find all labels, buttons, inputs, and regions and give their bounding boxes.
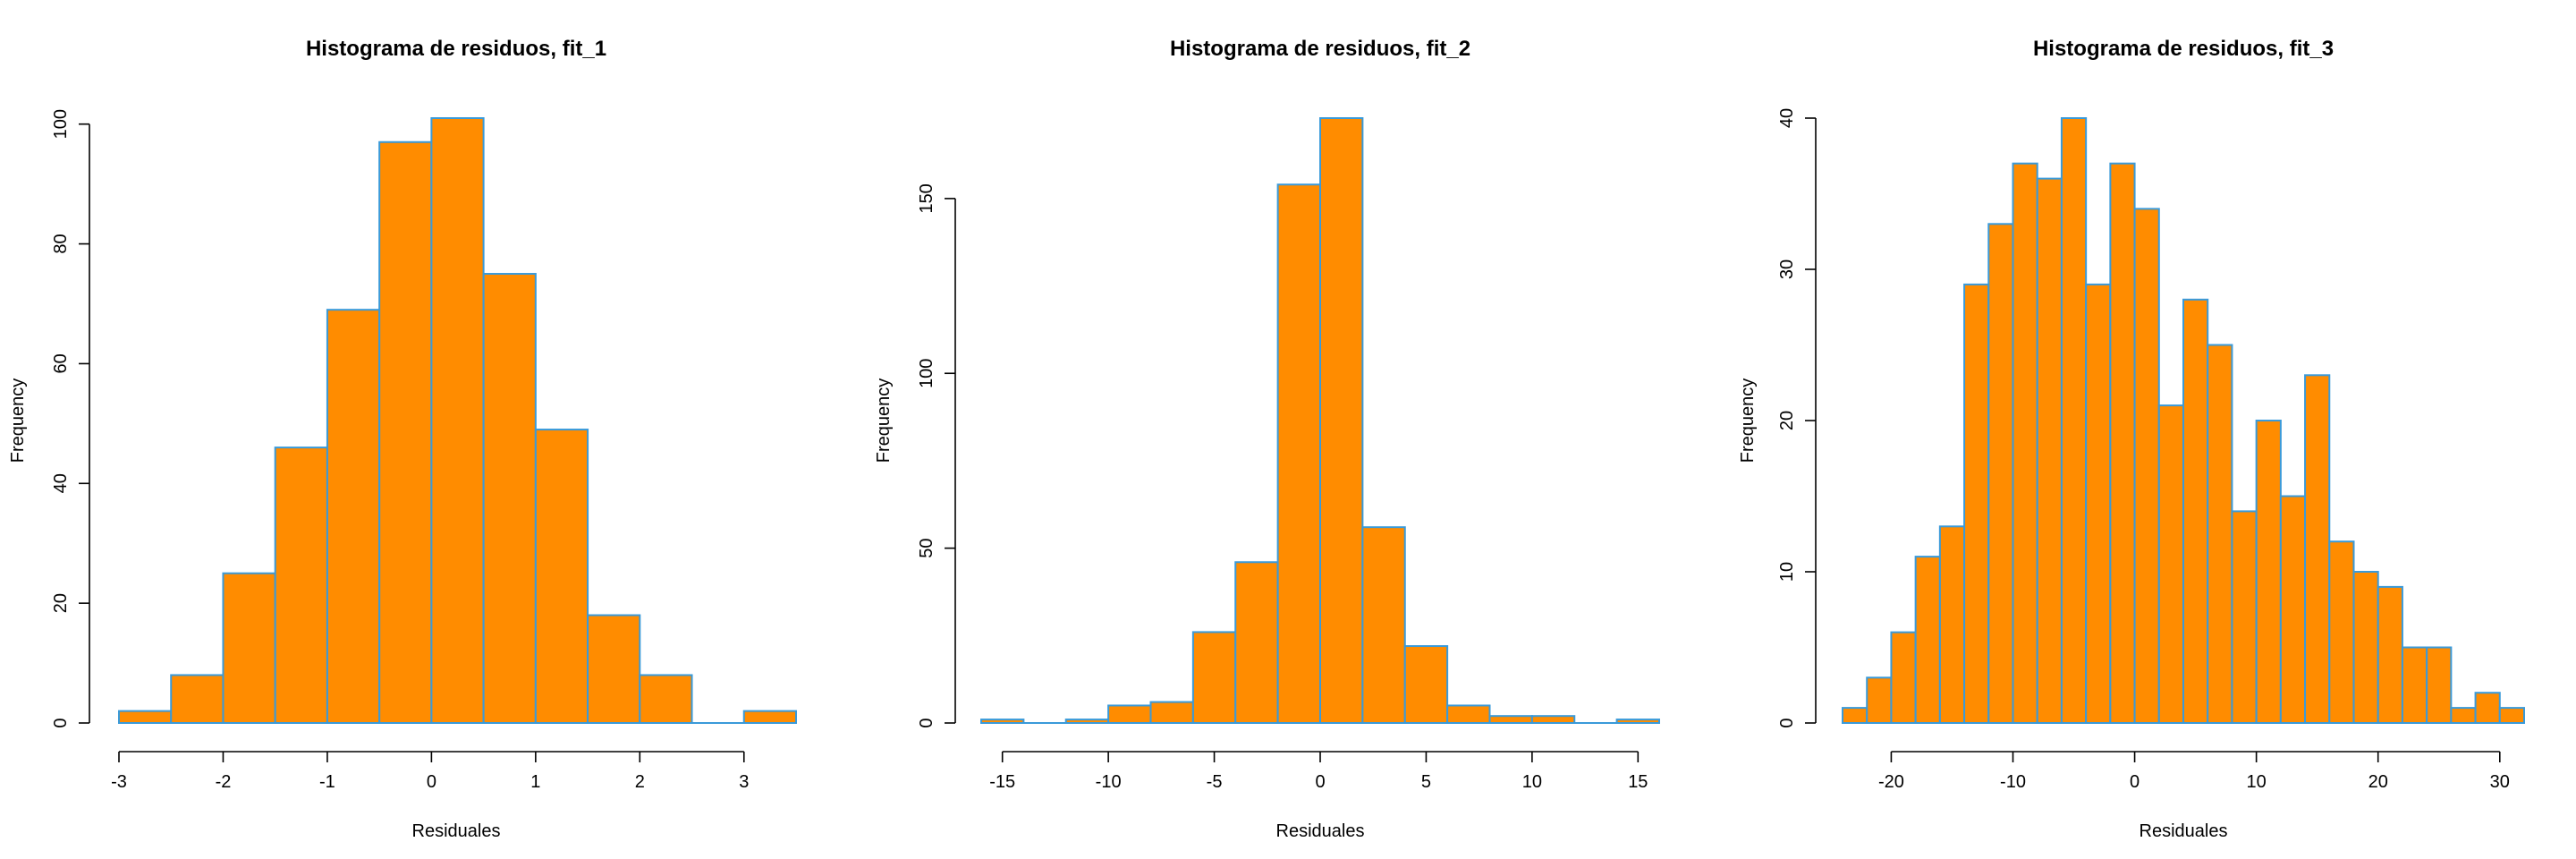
histogram-bar: [1362, 527, 1404, 723]
y-tick-label: 10: [1777, 562, 1797, 582]
histogram-bar: [1891, 633, 1915, 723]
x-axis-label: Residuales: [412, 821, 501, 841]
y-tick-label: 20: [51, 593, 71, 613]
histogram-bar: [744, 711, 796, 723]
histogram-bar: [327, 310, 379, 723]
histogram-bar: [275, 447, 327, 723]
histogram-bar: [1867, 677, 1891, 723]
x-tick-label: 15: [1628, 772, 1648, 792]
histogram-bar: [981, 719, 1023, 723]
x-tick-label: 0: [1315, 772, 1325, 792]
histogram-bar: [2402, 648, 2427, 724]
x-tick-label: -20: [1878, 772, 1904, 792]
x-tick-label: 10: [1522, 772, 1542, 792]
histogram-bar: [1490, 716, 1532, 723]
x-tick-label: 0: [2130, 772, 2140, 792]
x-tick-label: 3: [739, 772, 749, 792]
histogram-bar: [2183, 300, 2207, 723]
histogram-bar: [2476, 693, 2500, 723]
x-tick-label: -10: [1096, 772, 1122, 792]
histogram-bar: [2281, 497, 2305, 724]
x-tick-label: -5: [1207, 772, 1223, 792]
histogram-bar: [379, 142, 431, 723]
x-tick-label: -15: [989, 772, 1015, 792]
x-tick-label: 5: [1421, 772, 1431, 792]
histogram-bar: [1617, 719, 1659, 723]
histogram-bar: [2329, 541, 2353, 723]
y-tick-label: 30: [1777, 259, 1797, 279]
chart-title: Histograma de residuos, fit_3: [2033, 37, 2334, 61]
chart-title: Histograma de residuos, fit_1: [306, 37, 606, 61]
histogram-bar: [2135, 208, 2159, 723]
histogram-bar: [1916, 557, 1940, 723]
histogram-bar: [2207, 345, 2232, 724]
histogram-bar: [484, 274, 536, 723]
histogram-bar: [431, 118, 483, 723]
histogram-bar: [2062, 118, 2086, 723]
y-tick-label: 40: [51, 473, 71, 493]
histogram-bar: [1447, 705, 1489, 723]
histogram-bar: [1940, 526, 1964, 723]
y-tick-label: 60: [51, 353, 71, 373]
x-tick-label: 2: [635, 772, 645, 792]
histogram-bar: [2305, 375, 2329, 723]
histogram-bar: [2013, 164, 2038, 723]
x-tick-label: -2: [216, 772, 232, 792]
y-tick-label: 0: [51, 718, 71, 727]
histogram-bar: [2257, 421, 2281, 723]
y-axis-label: Frequency: [1738, 378, 1758, 464]
histogram-bar: [171, 675, 223, 723]
histogram-bar: [1320, 118, 1362, 723]
histogram-bar: [1843, 708, 1867, 723]
y-tick-label: 0: [917, 718, 936, 727]
x-axis-label: Residuales: [2140, 821, 2228, 841]
histogram-bar: [2378, 587, 2402, 723]
histogram-bar: [536, 430, 588, 723]
histogram-bar: [1964, 285, 1988, 723]
x-tick-label: 0: [427, 772, 436, 792]
histogram-bar: [1193, 632, 1235, 723]
histogram-bar: [2500, 708, 2524, 723]
x-tick-label: -10: [2000, 772, 2026, 792]
histogram-bar: [1108, 705, 1150, 723]
x-tick-label: 30: [2490, 772, 2510, 792]
x-tick-label: -3: [111, 772, 127, 792]
histogram-bar: [2427, 648, 2451, 724]
histogram-bar: [1151, 702, 1193, 723]
histogram-bar: [119, 711, 171, 723]
y-axis-label: Frequency: [874, 378, 894, 464]
x-axis-label: Residuales: [1276, 821, 1365, 841]
histogram-bar: [2232, 511, 2256, 723]
histogram-bar: [1278, 184, 1320, 723]
y-tick-label: 100: [917, 359, 936, 388]
histogram-bar: [223, 574, 275, 723]
x-tick-label: 1: [530, 772, 540, 792]
histogram-bar: [2038, 179, 2062, 723]
y-axis-label: Frequency: [8, 378, 28, 464]
histogram-bar: [1988, 224, 2012, 723]
y-tick-label: 0: [1777, 718, 1797, 727]
x-tick-label: -1: [319, 772, 335, 792]
chart-title: Histograma de residuos, fit_2: [1170, 37, 1470, 61]
histogram-bar: [1235, 562, 1277, 723]
histogram-bar: [588, 616, 640, 723]
histogram-bar: [2451, 708, 2475, 723]
histogram-bar: [1405, 646, 1447, 723]
histogram-bar: [2110, 164, 2134, 723]
y-tick-label: 150: [917, 183, 936, 213]
histogram-bar: [640, 675, 691, 723]
histogram-bar: [1532, 716, 1574, 723]
y-tick-label: 100: [51, 109, 71, 139]
y-tick-label: 80: [51, 234, 71, 253]
y-tick-label: 20: [1777, 411, 1797, 430]
histogram-bar: [1066, 719, 1108, 723]
histogram-bar: [2159, 405, 2183, 723]
y-tick-label: 50: [917, 538, 936, 557]
histogram-bar: [2354, 572, 2378, 723]
histogram-bar: [2086, 285, 2110, 723]
x-tick-label: 20: [2368, 772, 2388, 792]
y-tick-label: 40: [1777, 108, 1797, 128]
x-tick-label: 10: [2247, 772, 2267, 792]
